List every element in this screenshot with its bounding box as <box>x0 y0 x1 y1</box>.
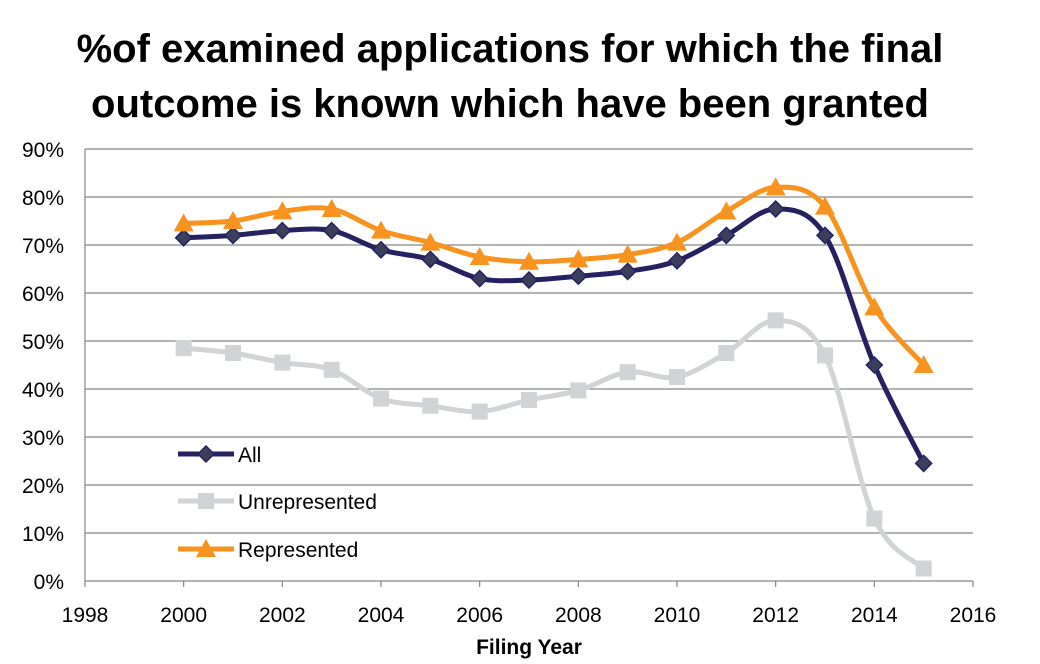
data-point-represented <box>173 213 194 232</box>
axes: 0% 10% 20% 30% 40% 50% 60% 70% 80% 90% 1998 2000 200… <box>22 139 996 627</box>
x-tick-label: 2014 <box>851 604 898 627</box>
chart-title-line-2: outcome is known which have been granted <box>91 82 929 126</box>
data-point-unrepresented <box>422 397 439 414</box>
x-tick-label: 2008 <box>555 604 602 627</box>
series-lines <box>173 177 934 577</box>
data-point-represented <box>765 177 786 196</box>
data-point-unrepresented <box>718 345 735 361</box>
data-point-represented <box>469 247 490 265</box>
data-point-represented <box>321 199 342 217</box>
data-point-unrepresented <box>521 392 537 409</box>
data-point-represented <box>272 201 293 220</box>
data-point-all <box>371 240 391 259</box>
x-axis-title: Filing Year <box>476 636 582 659</box>
data-point-all <box>519 270 539 290</box>
data-point-all <box>618 262 637 281</box>
data-point-represented <box>568 249 589 268</box>
data-point-all <box>273 221 292 240</box>
x-tick-label: 2000 <box>160 604 207 627</box>
data-point-represented <box>864 297 885 316</box>
gridlines <box>85 148 973 534</box>
data-point-represented <box>913 355 934 373</box>
y-tick-label: 50% <box>22 331 64 354</box>
legend-label-unrepresented: Unrepresented <box>238 491 377 514</box>
data-point-represented <box>716 201 737 220</box>
data-point-all <box>717 226 736 245</box>
data-point-unrepresented <box>619 364 636 381</box>
data-point-represented <box>371 220 391 239</box>
legend-marker-unrepresented <box>198 493 214 509</box>
legend-marker-all <box>196 444 216 464</box>
series-line-represented <box>181 184 927 368</box>
y-tick-label: 70% <box>22 235 64 258</box>
data-point-all <box>914 454 933 473</box>
data-point-all <box>470 269 489 288</box>
legend: All Unrepresented Represented <box>178 444 377 562</box>
legend-label-represented: Represented <box>238 539 358 562</box>
data-point-all <box>815 226 835 245</box>
x-tick-label: 2006 <box>456 604 503 627</box>
x-tick-label: 2002 <box>259 604 306 627</box>
x-tick-label: 1998 <box>62 604 109 627</box>
data-point-represented <box>519 251 539 270</box>
chart-title-line-1: %of examined applications for which the … <box>77 27 944 71</box>
data-point-all <box>322 221 341 240</box>
data-point-unrepresented <box>570 382 587 399</box>
data-point-represented <box>617 244 638 263</box>
data-point-all <box>174 228 193 247</box>
data-point-unrepresented <box>817 347 833 364</box>
data-point-unrepresented <box>767 312 784 329</box>
y-tick-label: 90% <box>22 139 64 162</box>
data-point-all <box>766 199 785 219</box>
x-tick-label: 2004 <box>358 604 405 627</box>
data-point-all <box>667 251 687 270</box>
y-tick-label: 0% <box>34 571 64 594</box>
data-point-unrepresented <box>866 510 883 527</box>
data-point-unrepresented <box>175 340 192 357</box>
x-tick-label: 2012 <box>752 604 799 627</box>
y-tick-label: 10% <box>22 523 64 546</box>
data-point-represented <box>223 211 243 229</box>
legend-label-all: All <box>238 444 261 467</box>
y-tick-label: 30% <box>22 427 64 450</box>
data-point-all <box>865 355 884 375</box>
y-tick-label: 80% <box>22 187 64 210</box>
data-point-unrepresented <box>669 369 685 385</box>
y-tick-label: 40% <box>22 379 64 402</box>
data-point-unrepresented <box>225 345 241 361</box>
y-tick-label: 20% <box>22 475 64 498</box>
series-line-unrepresented <box>181 317 927 572</box>
data-point-unrepresented <box>471 403 488 420</box>
data-point-all <box>569 267 588 286</box>
data-point-all <box>223 226 243 245</box>
data-point-unrepresented <box>373 390 389 407</box>
x-tick-label: 2010 <box>654 604 701 627</box>
data-point-represented <box>420 232 441 251</box>
data-point-represented <box>667 232 687 251</box>
data-point-unrepresented <box>274 354 291 371</box>
data-point-all <box>421 250 440 269</box>
data-point-represented <box>815 196 835 215</box>
data-point-unrepresented <box>323 361 340 378</box>
data-point-unrepresented <box>915 560 932 577</box>
legend-marker-represented <box>196 539 216 557</box>
y-tick-label: 60% <box>22 283 64 306</box>
x-tick-label: 2016 <box>950 604 997 627</box>
